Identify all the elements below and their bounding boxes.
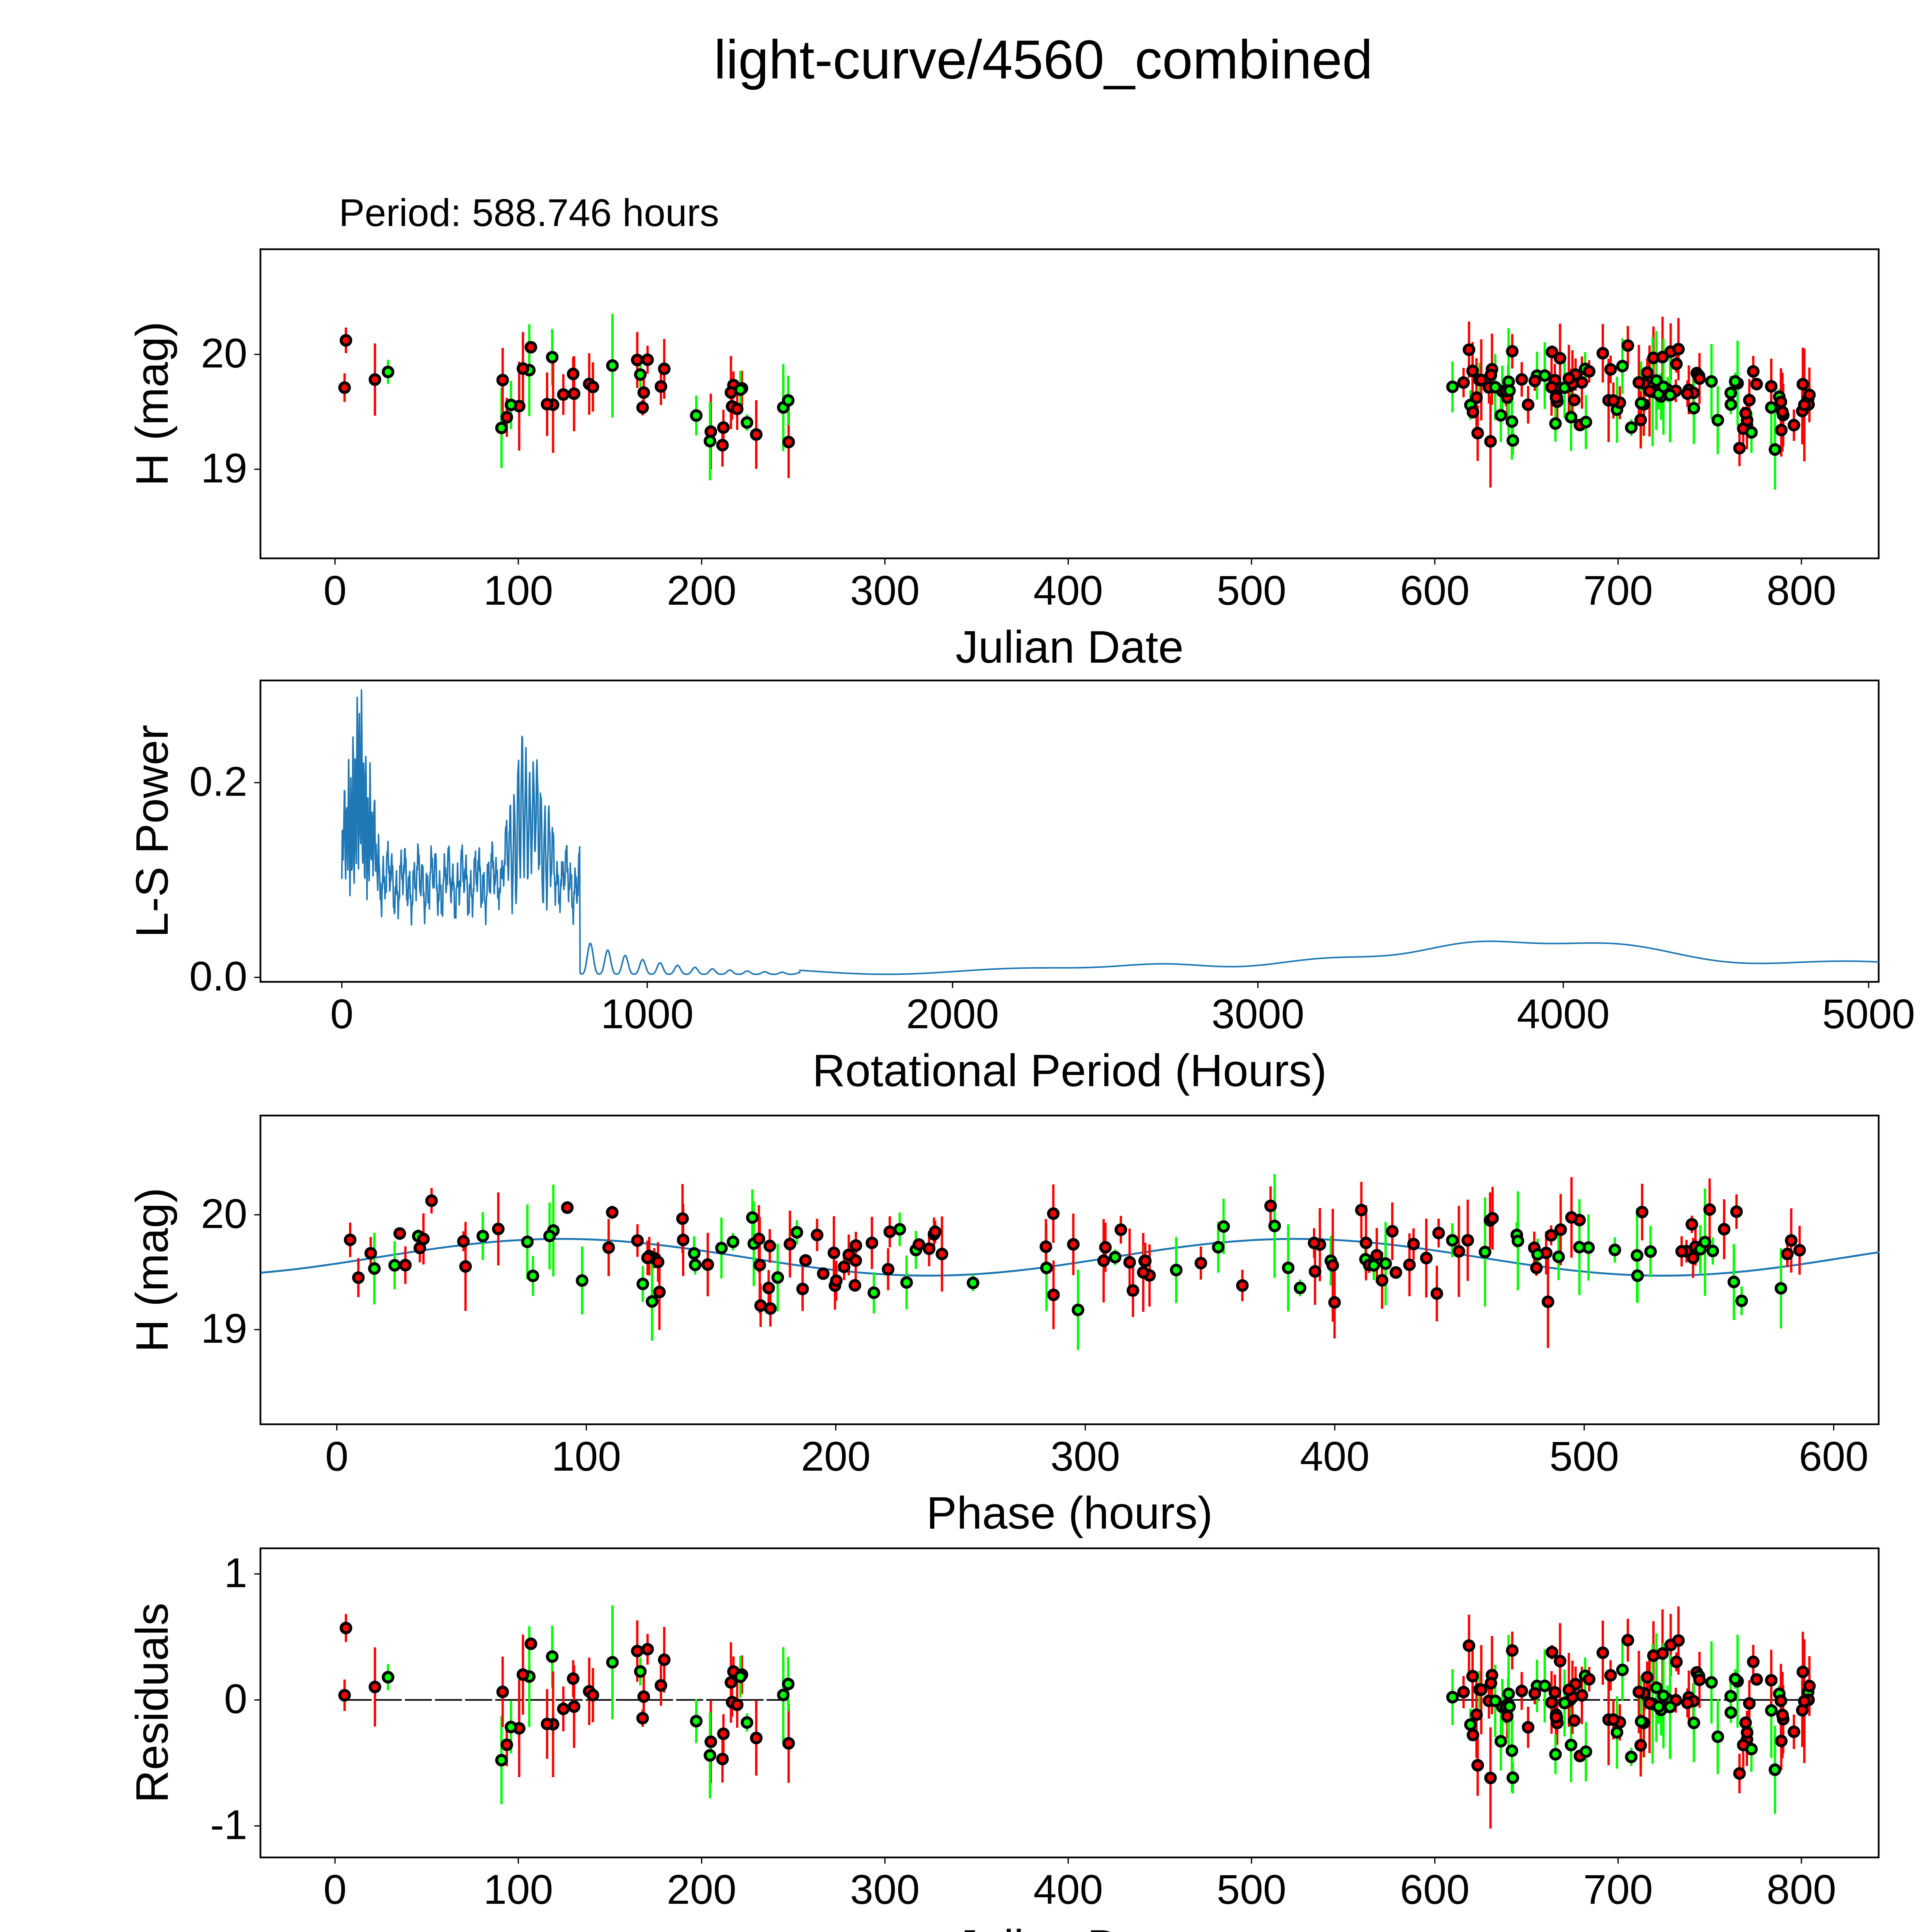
svg-text:300: 300 bbox=[850, 567, 920, 614]
svg-text:100: 100 bbox=[483, 1866, 553, 1913]
svg-text:300: 300 bbox=[850, 1866, 920, 1913]
svg-text:0: 0 bbox=[325, 1433, 349, 1480]
svg-text:Phase (hours): Phase (hours) bbox=[926, 1488, 1213, 1539]
svg-text:700: 700 bbox=[1583, 567, 1653, 614]
svg-text:0: 0 bbox=[224, 1675, 247, 1722]
svg-text:0.0: 0.0 bbox=[189, 952, 247, 999]
svg-text:Rotational Period (Hours): Rotational Period (Hours) bbox=[812, 1045, 1327, 1096]
svg-text:300: 300 bbox=[1051, 1433, 1120, 1480]
svg-text:20: 20 bbox=[201, 330, 247, 376]
svg-text:L-S Power: L-S Power bbox=[127, 725, 178, 938]
svg-text:500: 500 bbox=[1549, 1433, 1619, 1480]
svg-text:0.2: 0.2 bbox=[189, 758, 247, 805]
svg-text:Residuals: Residuals bbox=[127, 1603, 178, 1803]
svg-text:Julian Date: Julian Date bbox=[956, 1921, 1184, 1932]
svg-text:Period: 588.746 hours: Period: 588.746 hours bbox=[339, 191, 719, 235]
svg-text:0: 0 bbox=[323, 567, 347, 614]
svg-text:3000: 3000 bbox=[1211, 990, 1304, 1037]
svg-text:light-curve/4560_combined: light-curve/4560_combined bbox=[714, 29, 1372, 90]
svg-text:-1: -1 bbox=[210, 1801, 247, 1848]
svg-text:200: 200 bbox=[667, 1866, 736, 1913]
svg-text:400: 400 bbox=[1300, 1433, 1369, 1480]
svg-text:400: 400 bbox=[1033, 1866, 1103, 1913]
svg-text:1000: 1000 bbox=[601, 990, 694, 1037]
svg-text:5000: 5000 bbox=[1822, 990, 1915, 1037]
svg-text:700: 700 bbox=[1583, 1866, 1653, 1913]
svg-text:0: 0 bbox=[330, 990, 354, 1037]
svg-text:600: 600 bbox=[1799, 1433, 1868, 1480]
svg-text:500: 500 bbox=[1217, 1866, 1286, 1913]
svg-text:4000: 4000 bbox=[1517, 990, 1610, 1037]
svg-text:200: 200 bbox=[667, 567, 736, 614]
svg-text:Julian Date: Julian Date bbox=[956, 622, 1184, 673]
svg-text:600: 600 bbox=[1400, 1866, 1469, 1913]
svg-text:400: 400 bbox=[1033, 567, 1103, 614]
svg-text:200: 200 bbox=[801, 1433, 871, 1480]
svg-text:0: 0 bbox=[323, 1866, 347, 1913]
svg-text:500: 500 bbox=[1217, 567, 1286, 614]
svg-text:800: 800 bbox=[1767, 1866, 1836, 1913]
svg-text:19: 19 bbox=[201, 444, 247, 491]
svg-text:100: 100 bbox=[551, 1433, 621, 1480]
svg-text:H (mag): H (mag) bbox=[127, 1187, 178, 1352]
svg-text:19: 19 bbox=[201, 1305, 247, 1352]
svg-text:100: 100 bbox=[483, 567, 553, 614]
svg-text:H (mag): H (mag) bbox=[127, 321, 178, 486]
svg-text:800: 800 bbox=[1767, 567, 1836, 614]
svg-text:20: 20 bbox=[201, 1190, 247, 1237]
svg-text:2000: 2000 bbox=[906, 990, 999, 1037]
svg-text:1: 1 bbox=[224, 1549, 247, 1596]
svg-text:600: 600 bbox=[1400, 567, 1469, 614]
